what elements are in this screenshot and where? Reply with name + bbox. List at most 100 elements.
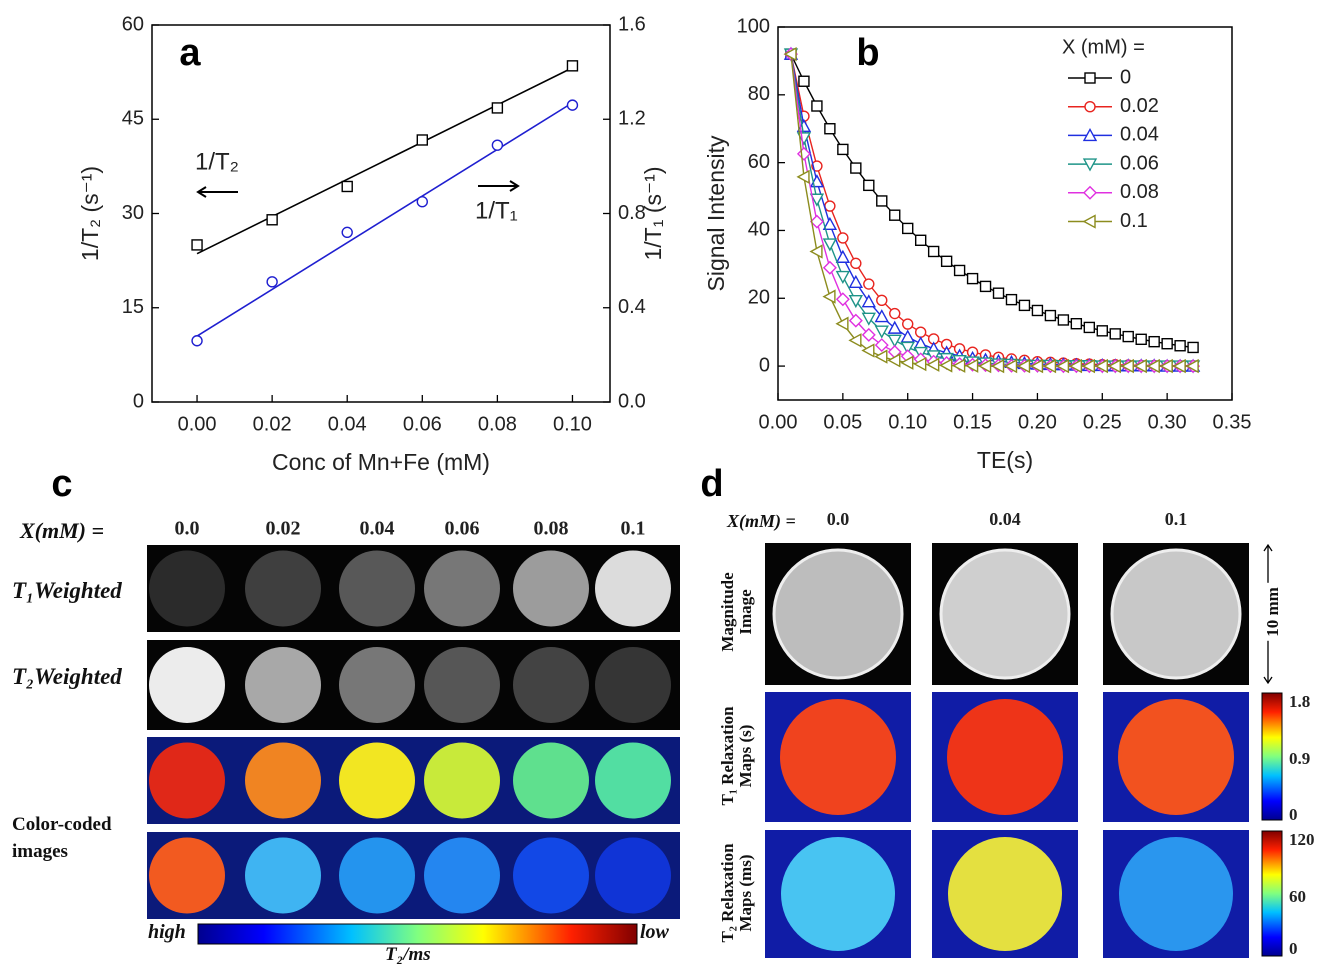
column-label: 0.0 <box>827 509 850 529</box>
marker <box>850 257 862 270</box>
marker <box>863 179 875 192</box>
y-tick-label: 0 <box>759 354 770 376</box>
sample-disc <box>245 837 321 914</box>
sample-disc <box>245 647 321 723</box>
marker <box>822 289 836 304</box>
marker <box>341 180 353 193</box>
legend-label: 0.1 <box>1120 210 1148 232</box>
marker <box>940 255 953 268</box>
colorbar <box>197 923 638 945</box>
row-label: T₂ Relaxation Maps (ms) <box>718 843 755 943</box>
marker <box>1133 358 1147 374</box>
column-label: 0.04 <box>989 509 1021 529</box>
y2-tick-label: 0.8 <box>618 202 646 224</box>
marker <box>1135 333 1147 346</box>
sample-disc <box>1119 837 1233 951</box>
marker <box>900 355 914 370</box>
legend-label: 0.04 <box>1120 124 1159 146</box>
column-label: 0.0 <box>175 518 200 540</box>
y-tick-label: 15 <box>122 296 144 318</box>
x-tick-label: 0.10 <box>553 413 592 435</box>
marker <box>848 294 864 309</box>
legend-label: 0.06 <box>1120 152 1159 174</box>
marker <box>850 162 862 174</box>
column-label: 0.1 <box>1165 509 1188 529</box>
x-tick-label: 0.20 <box>1018 411 1057 433</box>
marker <box>861 294 876 308</box>
marker <box>1081 358 1096 374</box>
marker <box>874 309 889 323</box>
sample-disc <box>149 742 225 819</box>
x-tick-label: 0.00 <box>178 413 217 435</box>
sample-disc <box>939 548 1071 680</box>
marker <box>1107 358 1121 374</box>
plot-frame <box>777 26 1233 401</box>
panel-letter: d <box>700 463 723 505</box>
marker <box>1068 358 1083 374</box>
colorbar-tick: 0 <box>1289 805 1298 824</box>
marker <box>992 287 1005 299</box>
scale-label: 10 mm <box>1263 583 1283 641</box>
sample-disc <box>513 550 589 627</box>
legend-label: 0 <box>1120 66 1131 88</box>
y-tick-label: 0 <box>133 390 144 412</box>
column-label: 0.1 <box>621 518 646 540</box>
y2-tick-label: 1.2 <box>618 108 646 130</box>
marker <box>1185 358 1199 374</box>
marker <box>1159 358 1173 374</box>
marker <box>835 316 849 331</box>
sample-disc <box>245 742 321 819</box>
marker <box>566 60 579 72</box>
marker <box>1005 293 1018 306</box>
marker <box>863 278 875 290</box>
x-tick-label: 0.00 <box>759 411 798 433</box>
marker <box>887 334 902 348</box>
colorbar-high: high <box>148 921 186 943</box>
marker <box>874 338 889 353</box>
y2-axis-label: 1/T₁ (s⁻¹) <box>640 167 666 261</box>
sample-disc <box>595 742 671 819</box>
sample-disc <box>424 837 500 914</box>
fit-line <box>196 67 573 255</box>
sample-disc <box>595 837 671 914</box>
marker <box>837 143 849 156</box>
marker <box>822 216 838 231</box>
legend-marker <box>1082 214 1096 229</box>
sample-disc <box>948 837 1062 951</box>
annotation: 1/T₁ <box>475 197 518 224</box>
marker <box>1029 358 1044 374</box>
marker <box>900 329 915 343</box>
sample-disc <box>149 837 225 914</box>
panel-letter: b <box>856 32 879 74</box>
marker <box>798 75 810 87</box>
marker <box>1044 309 1057 322</box>
marker <box>966 272 979 285</box>
y-tick-label: 100 <box>737 15 770 37</box>
marker <box>1172 358 1186 374</box>
marker <box>887 353 901 368</box>
panel-c-xlabel: X(mM) = <box>20 518 104 544</box>
marker <box>874 349 888 364</box>
marker <box>1174 340 1186 352</box>
annotation-arrow <box>478 180 520 192</box>
marker <box>341 226 353 239</box>
marker <box>1161 338 1173 350</box>
sample-disc <box>339 837 415 914</box>
label-text: X(mM) = <box>20 518 105 543</box>
marker <box>491 139 504 151</box>
colorbar-tick: 0.9 <box>1289 749 1310 768</box>
column-label: 0.06 <box>445 518 480 540</box>
x-tick-label: 0.02 <box>253 413 292 435</box>
marker <box>491 102 504 114</box>
y-tick-label: 60 <box>122 13 144 35</box>
y2-tick-label: 1.6 <box>618 13 646 35</box>
legend-label: 0.02 <box>1120 95 1159 117</box>
sample-disc <box>947 699 1063 815</box>
marker <box>1070 318 1083 330</box>
sample-disc <box>513 647 589 723</box>
marker <box>1187 341 1199 354</box>
row-label: T₂Weighted <box>12 664 122 689</box>
sample-disc <box>339 742 415 819</box>
sample-disc <box>595 647 671 723</box>
